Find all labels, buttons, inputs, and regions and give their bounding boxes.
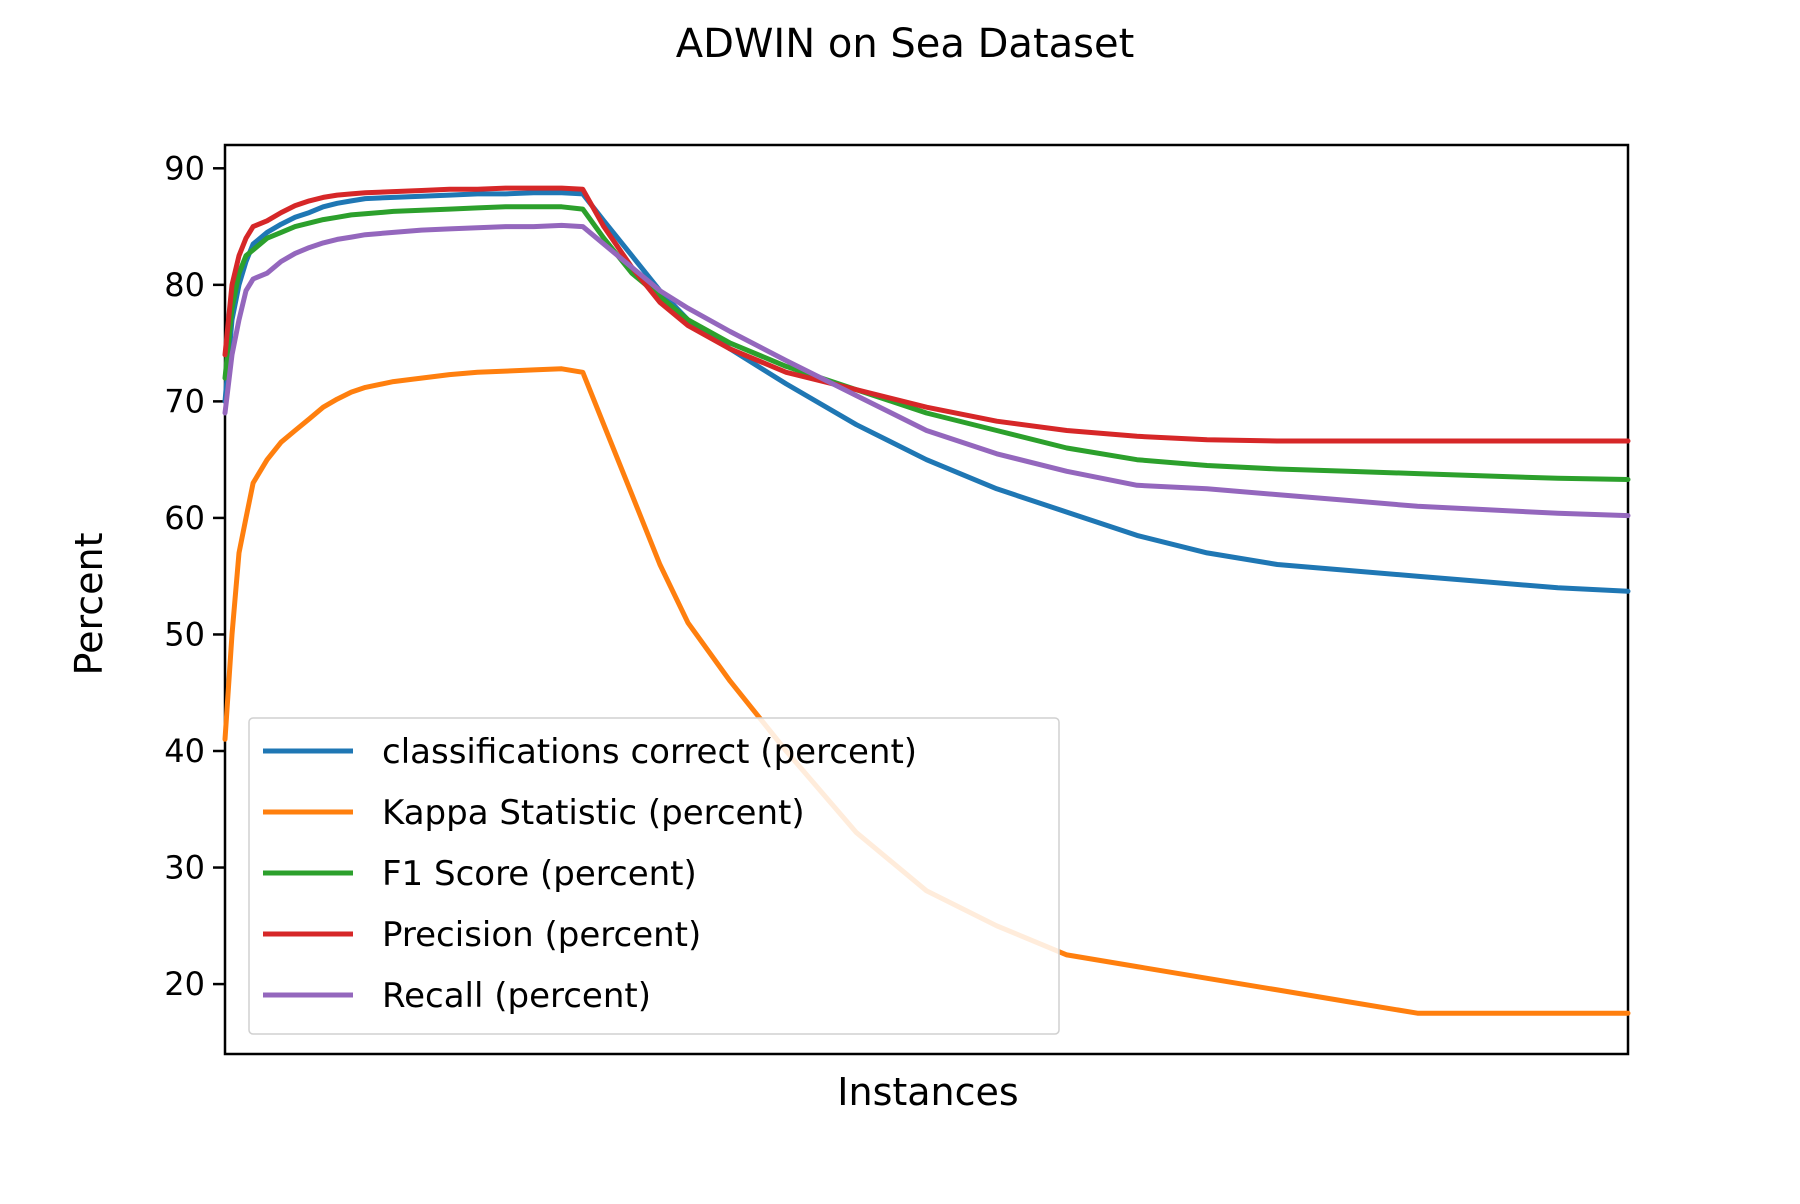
series-line-5 [222,222,1631,519]
y-tick-label: 80 [164,266,205,304]
series-line-2 [222,366,1631,1016]
series-lines [222,185,1631,1016]
legend: classifications correct (percent) Kappa S… [248,717,1060,1035]
x-axis-label: Instances [837,1070,1018,1114]
legend-label: Recall (percent) [382,976,651,1016]
series-line-4 [222,185,1631,444]
chart-title: ADWIN on Sea Dataset [676,21,1135,67]
y-tick-label: 20 [164,965,205,1003]
y-axis-ticks: 20 30 40 50 60 70 80 90 [164,149,225,1003]
legend-label: Kappa Statistic (percent) [382,793,805,833]
legend-label: Precision (percent) [382,915,701,955]
legend-box [248,717,1060,1035]
series-line-1 [222,190,1631,594]
legend-items: classifications correct (percent) Kappa S… [263,732,917,1016]
legend-label: classifications correct (percent) [382,732,917,772]
y-tick-label: 30 [164,849,205,887]
y-tick-label: 90 [164,149,205,187]
series-line-3 [222,204,1631,482]
y-tick-label: 70 [164,382,205,420]
y-tick-label: 50 [164,615,205,653]
legend-label: F1 Score (percent) [382,854,697,894]
y-tick-label: 40 [164,732,205,770]
y-tick-label: 60 [164,499,205,537]
plot-area [223,143,1630,1056]
y-axis-label: Percent [67,533,111,676]
